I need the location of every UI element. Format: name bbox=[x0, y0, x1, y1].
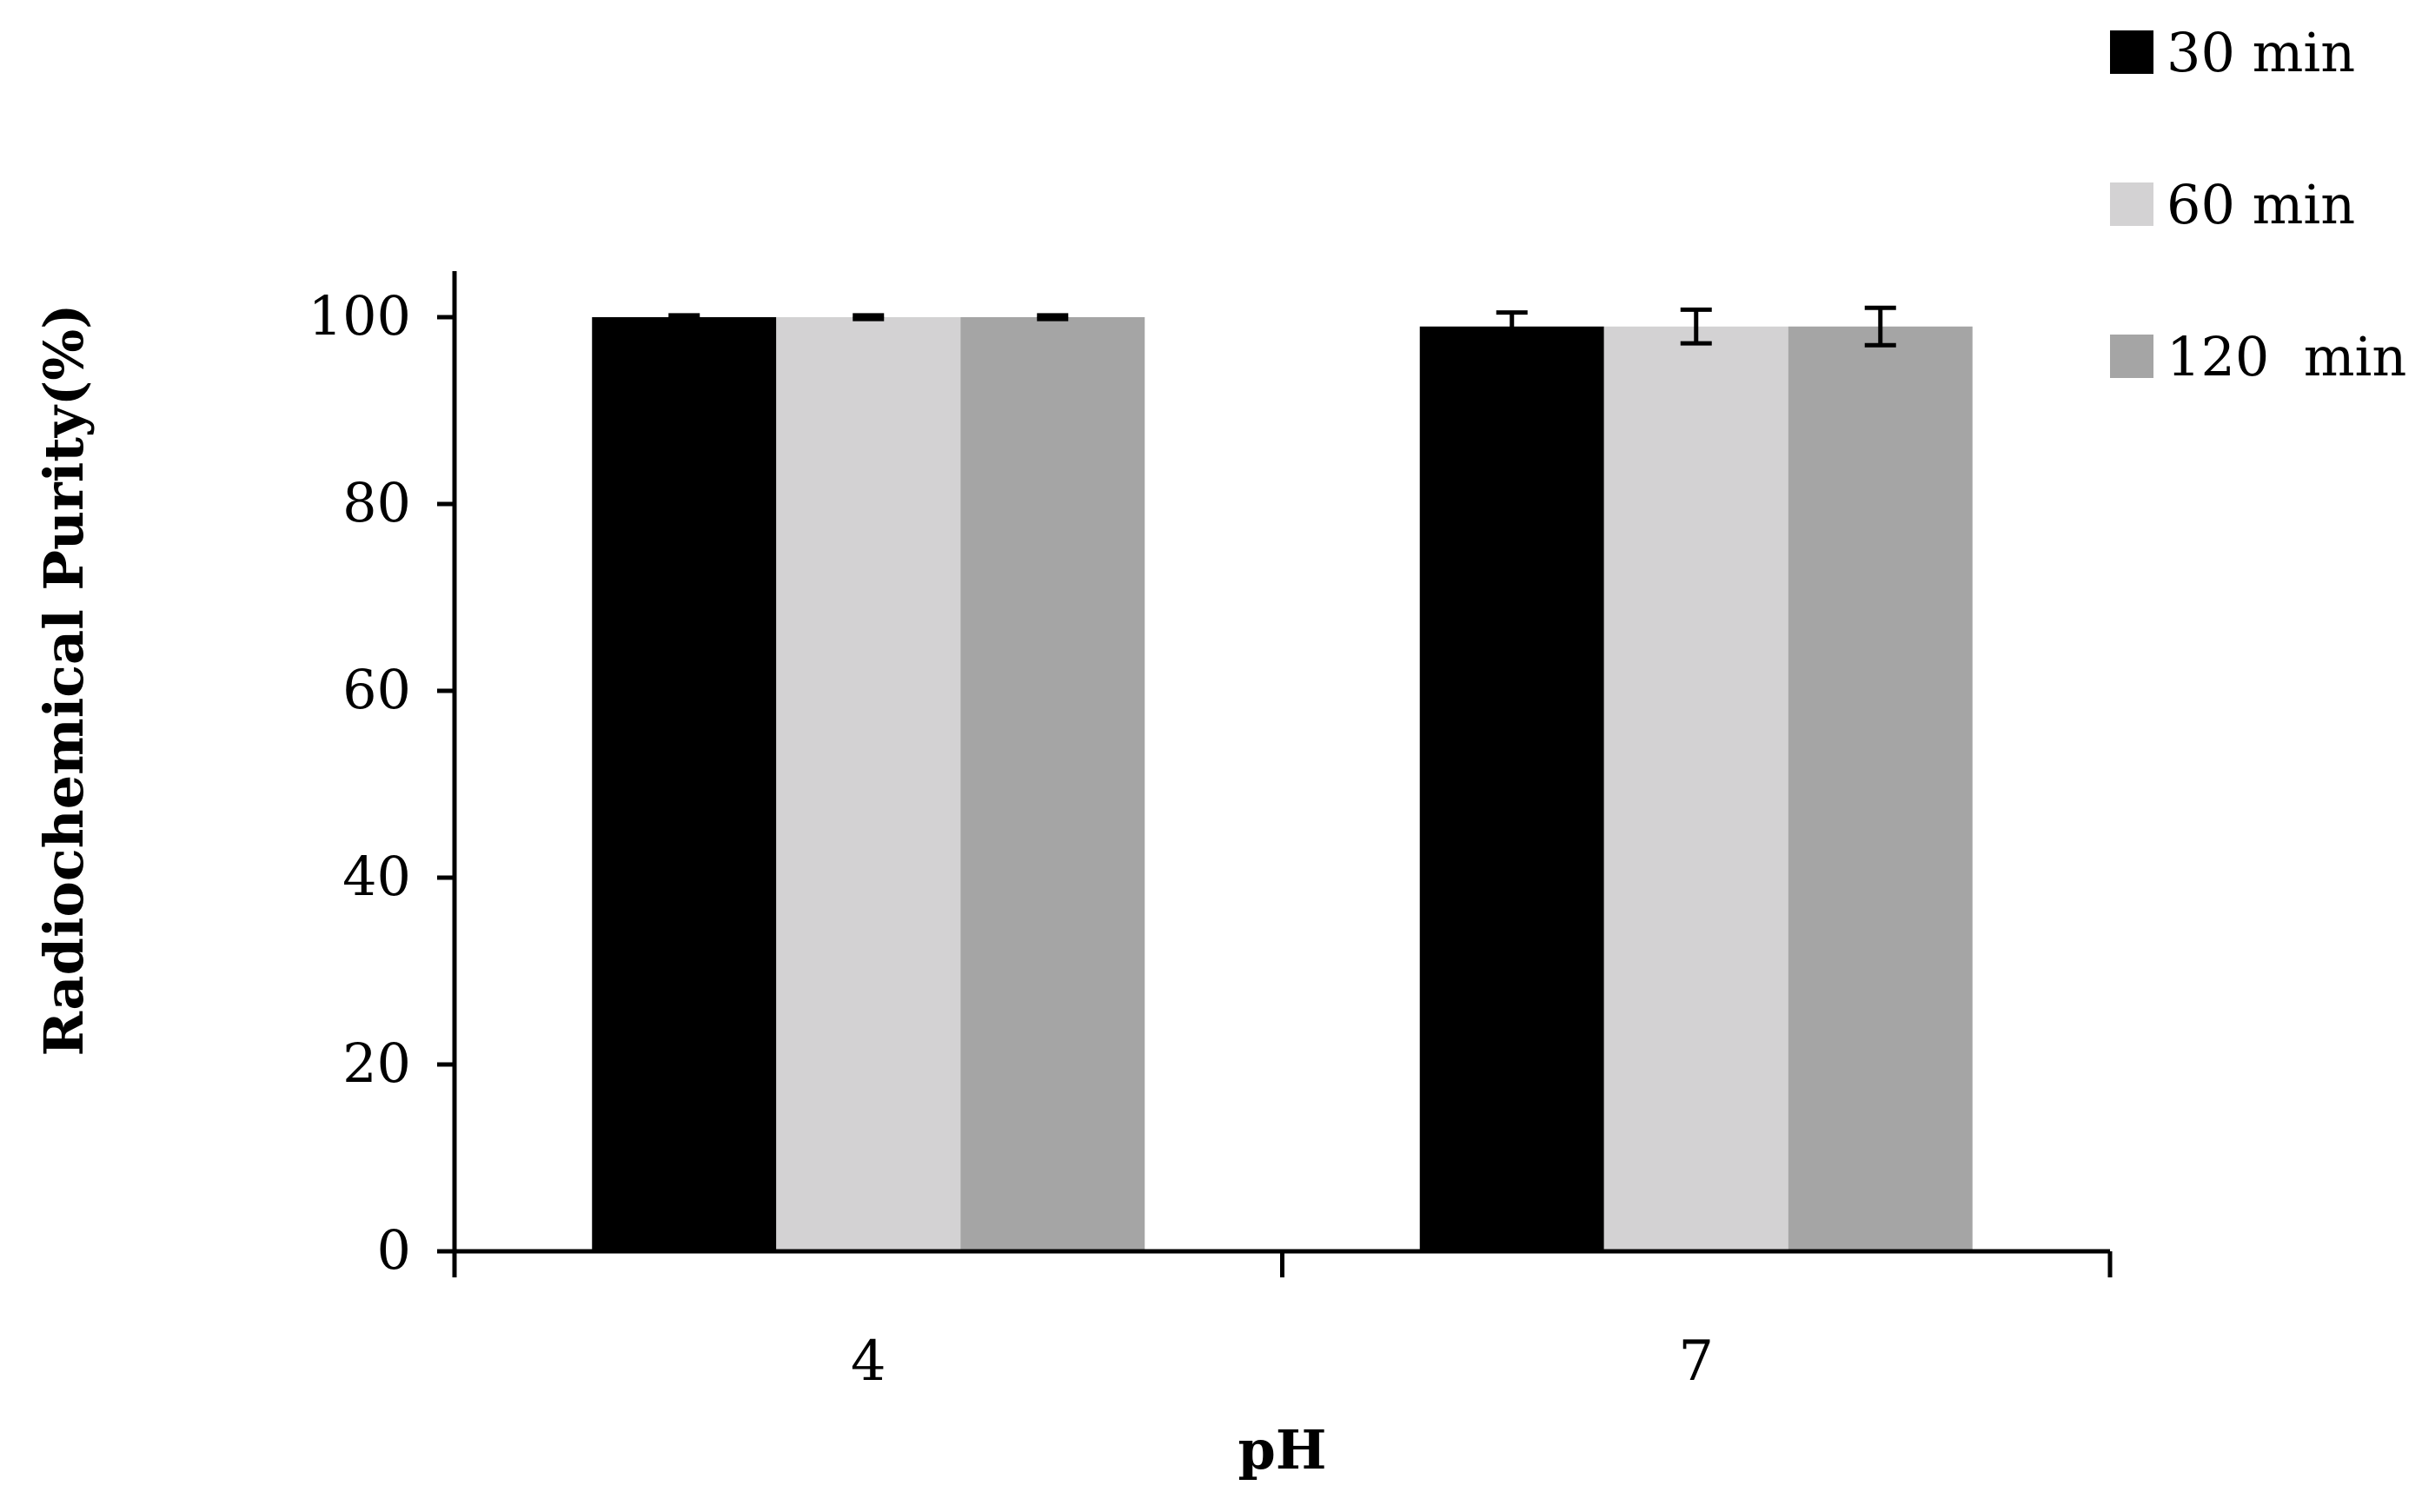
bar bbox=[1603, 326, 1788, 1251]
bars-layer bbox=[592, 317, 1973, 1251]
y-axis-title: Radiochemical Purity(%) bbox=[32, 303, 96, 1056]
y-tick-label: 60 bbox=[342, 658, 411, 721]
bar bbox=[960, 317, 1145, 1251]
legend-swatch bbox=[2110, 335, 2153, 378]
x-tick-label: 7 bbox=[1678, 1330, 1714, 1394]
y-tick-label: 80 bbox=[342, 471, 411, 534]
legend-item: 120 min bbox=[2110, 325, 2406, 388]
legend-label: 60 min bbox=[2167, 173, 2355, 236]
legend-item: 60 min bbox=[2110, 173, 2355, 236]
error-bar bbox=[1037, 313, 1069, 322]
x-axis-title: pH bbox=[1238, 1418, 1327, 1482]
y-tick-label: 20 bbox=[342, 1031, 411, 1095]
error-bar bbox=[853, 313, 885, 322]
bar bbox=[592, 317, 777, 1251]
axes-layer bbox=[437, 271, 2110, 1254]
legend-label: 30 min bbox=[2167, 21, 2355, 84]
error-bars-layer bbox=[668, 305, 1896, 348]
error-bar bbox=[668, 313, 700, 322]
error-bar bbox=[1496, 310, 1528, 343]
bar bbox=[776, 317, 961, 1251]
bar bbox=[1788, 326, 1973, 1251]
y-tick-label: 100 bbox=[309, 284, 411, 348]
error-bar bbox=[1680, 307, 1712, 346]
legend-swatch bbox=[2110, 30, 2153, 74]
y-tick-label: 40 bbox=[342, 845, 411, 908]
error-bar bbox=[1864, 305, 1896, 348]
legend-label: 120 min bbox=[2167, 325, 2406, 388]
y-ticks: 0 20 40 60 80 100 bbox=[309, 284, 455, 1282]
legend-swatch bbox=[2110, 182, 2153, 226]
legend-item: 30 min bbox=[2110, 21, 2355, 84]
x-tick-label: 4 bbox=[851, 1330, 886, 1394]
legend: 30 min 60 min 120 min bbox=[2110, 21, 2406, 388]
bar bbox=[1419, 326, 1604, 1251]
y-tick-label: 0 bbox=[377, 1218, 411, 1282]
